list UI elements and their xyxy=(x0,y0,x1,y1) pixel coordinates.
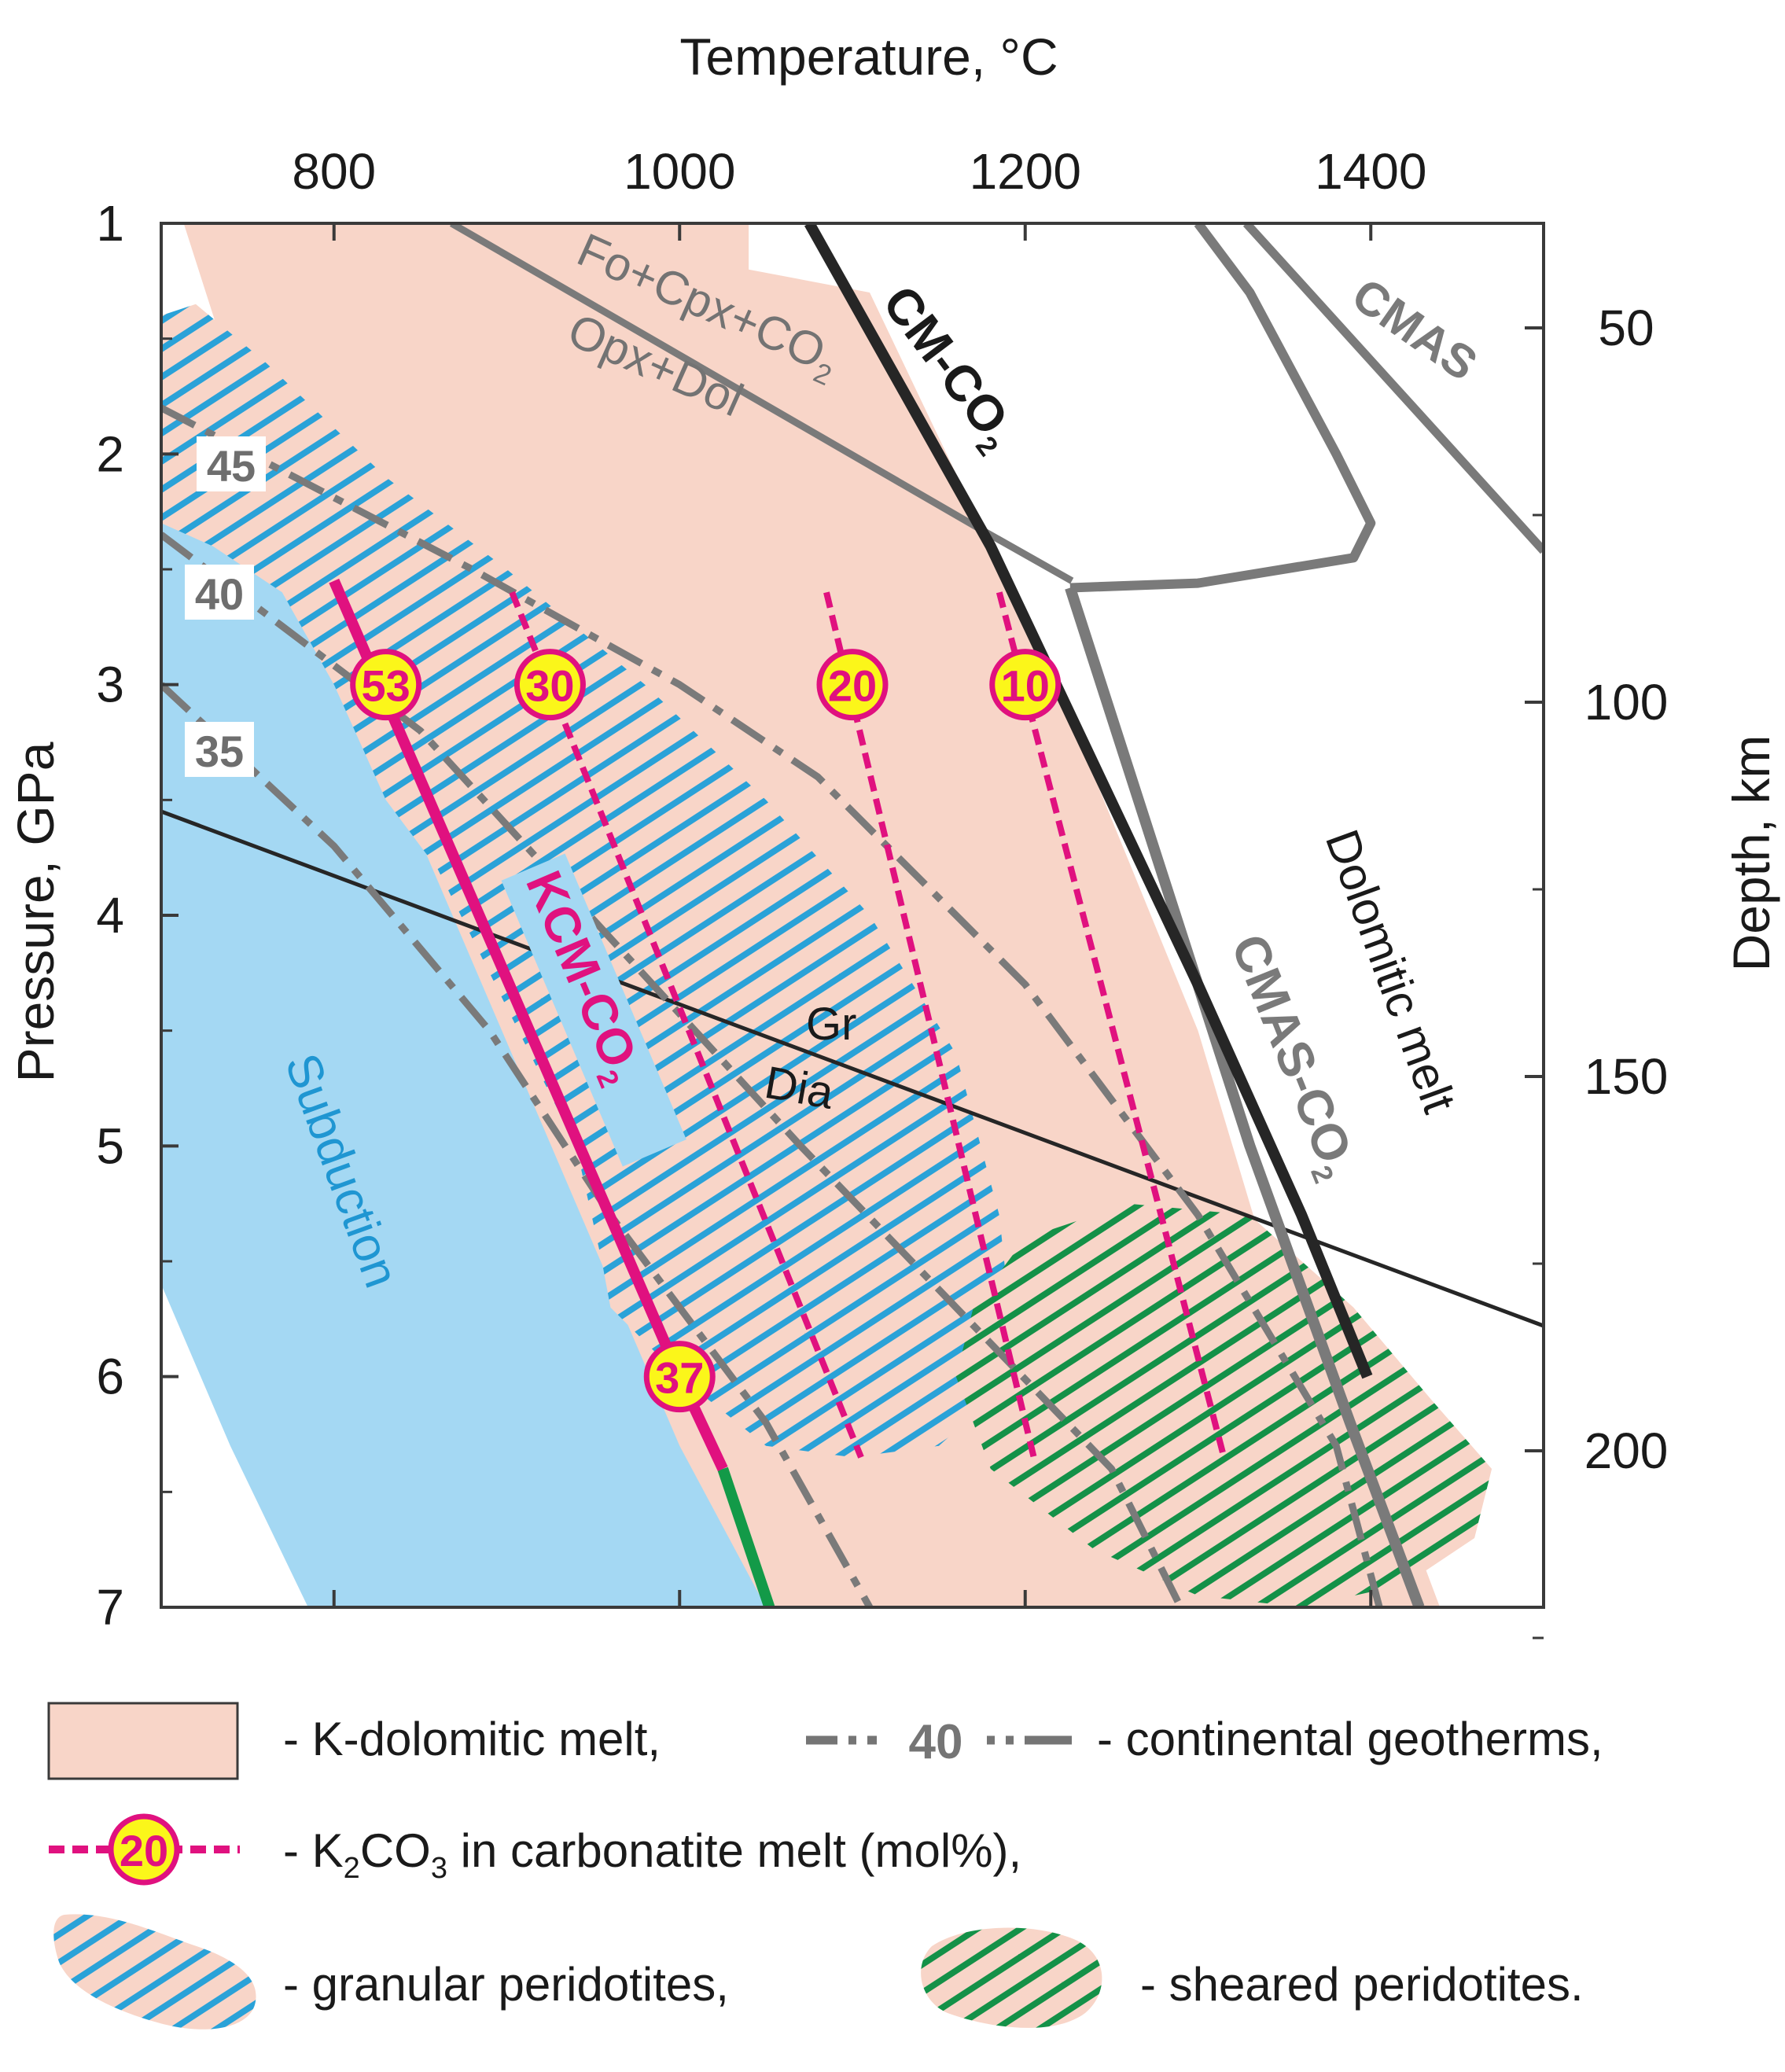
series-line-cmas xyxy=(1242,223,1544,554)
legend-label-sheared: - sheared peridotites. xyxy=(1140,1958,1584,2011)
label-cmas: CMAS xyxy=(1343,268,1487,391)
legend-k2co3-marker-label: 20 xyxy=(120,1826,168,1875)
plot-area xyxy=(161,223,1544,1607)
kcm-co2-label-box xyxy=(501,853,686,1167)
series-line-k2co3-30 xyxy=(509,591,864,1459)
legend-geotherm-value: 40 xyxy=(909,1715,963,1769)
region-granular-peridotites xyxy=(161,304,1017,1458)
label-dolomitic-melt: Dolomitic melt xyxy=(1316,823,1467,1120)
depth-tick-label: 150 xyxy=(1584,1048,1669,1105)
legend: - K-dolomitic melt, 40 - continental geo… xyxy=(47,1702,1603,2030)
x-tick-label: 800 xyxy=(292,143,376,200)
label-gr: Gr xyxy=(806,999,856,1050)
y-tick-label: 3 xyxy=(96,657,124,713)
y-tick-label: 1 xyxy=(96,195,124,252)
series-line-k2co3-10 xyxy=(996,591,1227,1459)
series-line-cmas-co2 xyxy=(1065,586,1425,1607)
geotherm-40-box xyxy=(185,565,254,620)
x-axis-title: Temperature, °C xyxy=(679,28,1058,86)
series-line-k2co3-20 xyxy=(823,591,1037,1459)
series-line-geotherm-45 xyxy=(161,404,1383,1607)
geotherm-label-45: 45 xyxy=(197,436,266,491)
geotherm-label-35: 35 xyxy=(185,722,254,777)
depth-tick-label: 200 xyxy=(1584,1422,1669,1479)
region-sheared-peridotites xyxy=(955,1203,1492,1607)
geotherm-45-text: 45 xyxy=(207,441,256,491)
k2co3-marker-label: 20 xyxy=(828,661,877,711)
x-tick-label: 1200 xyxy=(970,143,1081,200)
legend-label-k2co3: - K2CO3 in carbonatite melt (mol%), xyxy=(283,1824,1021,1885)
k2co3-marker xyxy=(513,649,586,721)
geotherm-label-40: 40 xyxy=(185,565,254,620)
k2co3-marker-label: 30 xyxy=(525,661,574,711)
region-subduction xyxy=(161,338,767,1607)
depth-tick-label: 50 xyxy=(1598,300,1654,356)
geotherm-35-text: 35 xyxy=(195,727,244,776)
k2co3-marker-label: 37 xyxy=(655,1353,704,1403)
y-tick-label: 7 xyxy=(96,1579,124,1636)
x-tick-label: 1000 xyxy=(624,143,735,200)
k2co3-marker-label: 53 xyxy=(362,661,410,711)
y-tick-label: 6 xyxy=(96,1349,124,1405)
y-tick-label: 4 xyxy=(96,887,124,944)
legend-label-continental-geotherms: - continental geotherms, xyxy=(1097,1713,1603,1765)
legend-k2co3-marker xyxy=(108,1813,180,1886)
legend-label-granular: - granular peridotites, xyxy=(283,1958,729,2011)
label-dia: Dia xyxy=(761,1057,838,1119)
geotherm-35-box xyxy=(185,722,254,777)
depth-tick-label: 100 xyxy=(1584,674,1669,731)
y-tick-label: 5 xyxy=(96,1117,124,1174)
series-line-segment-3 xyxy=(1069,223,1376,593)
label-cmas-co2: CMAS-CO2 xyxy=(1215,926,1369,1187)
series-line-geotherm-40 xyxy=(161,532,1184,1607)
k2co3-marker-label: 10 xyxy=(1001,661,1050,711)
y-axis-title: Pressure, GPa xyxy=(6,742,64,1082)
k2co3-marker xyxy=(643,1341,716,1413)
k2co3-marker xyxy=(350,649,422,721)
y-tick-label: 2 xyxy=(96,425,124,482)
legend-label-k-dolomitic-melt: - K-dolomitic melt, xyxy=(283,1713,661,1765)
geotherm-40-text: 40 xyxy=(195,569,244,619)
series-line-cm-co2 xyxy=(804,223,1373,1379)
k2co3-marker xyxy=(816,649,889,721)
legend-swatch-granular xyxy=(53,1914,256,2030)
legend-swatch-k-dolomitic-melt xyxy=(47,1702,239,1780)
k2co3-marker xyxy=(989,649,1062,721)
geotherm-45-box xyxy=(197,436,266,491)
series-line-geotherm-35 xyxy=(161,682,873,1607)
legend-swatch-sheared xyxy=(921,1927,1102,2028)
series-line-segment-7 xyxy=(717,1467,775,1607)
x-tick-label: 1400 xyxy=(1315,143,1426,200)
depth-axis-title: Depth, km xyxy=(1722,735,1780,972)
